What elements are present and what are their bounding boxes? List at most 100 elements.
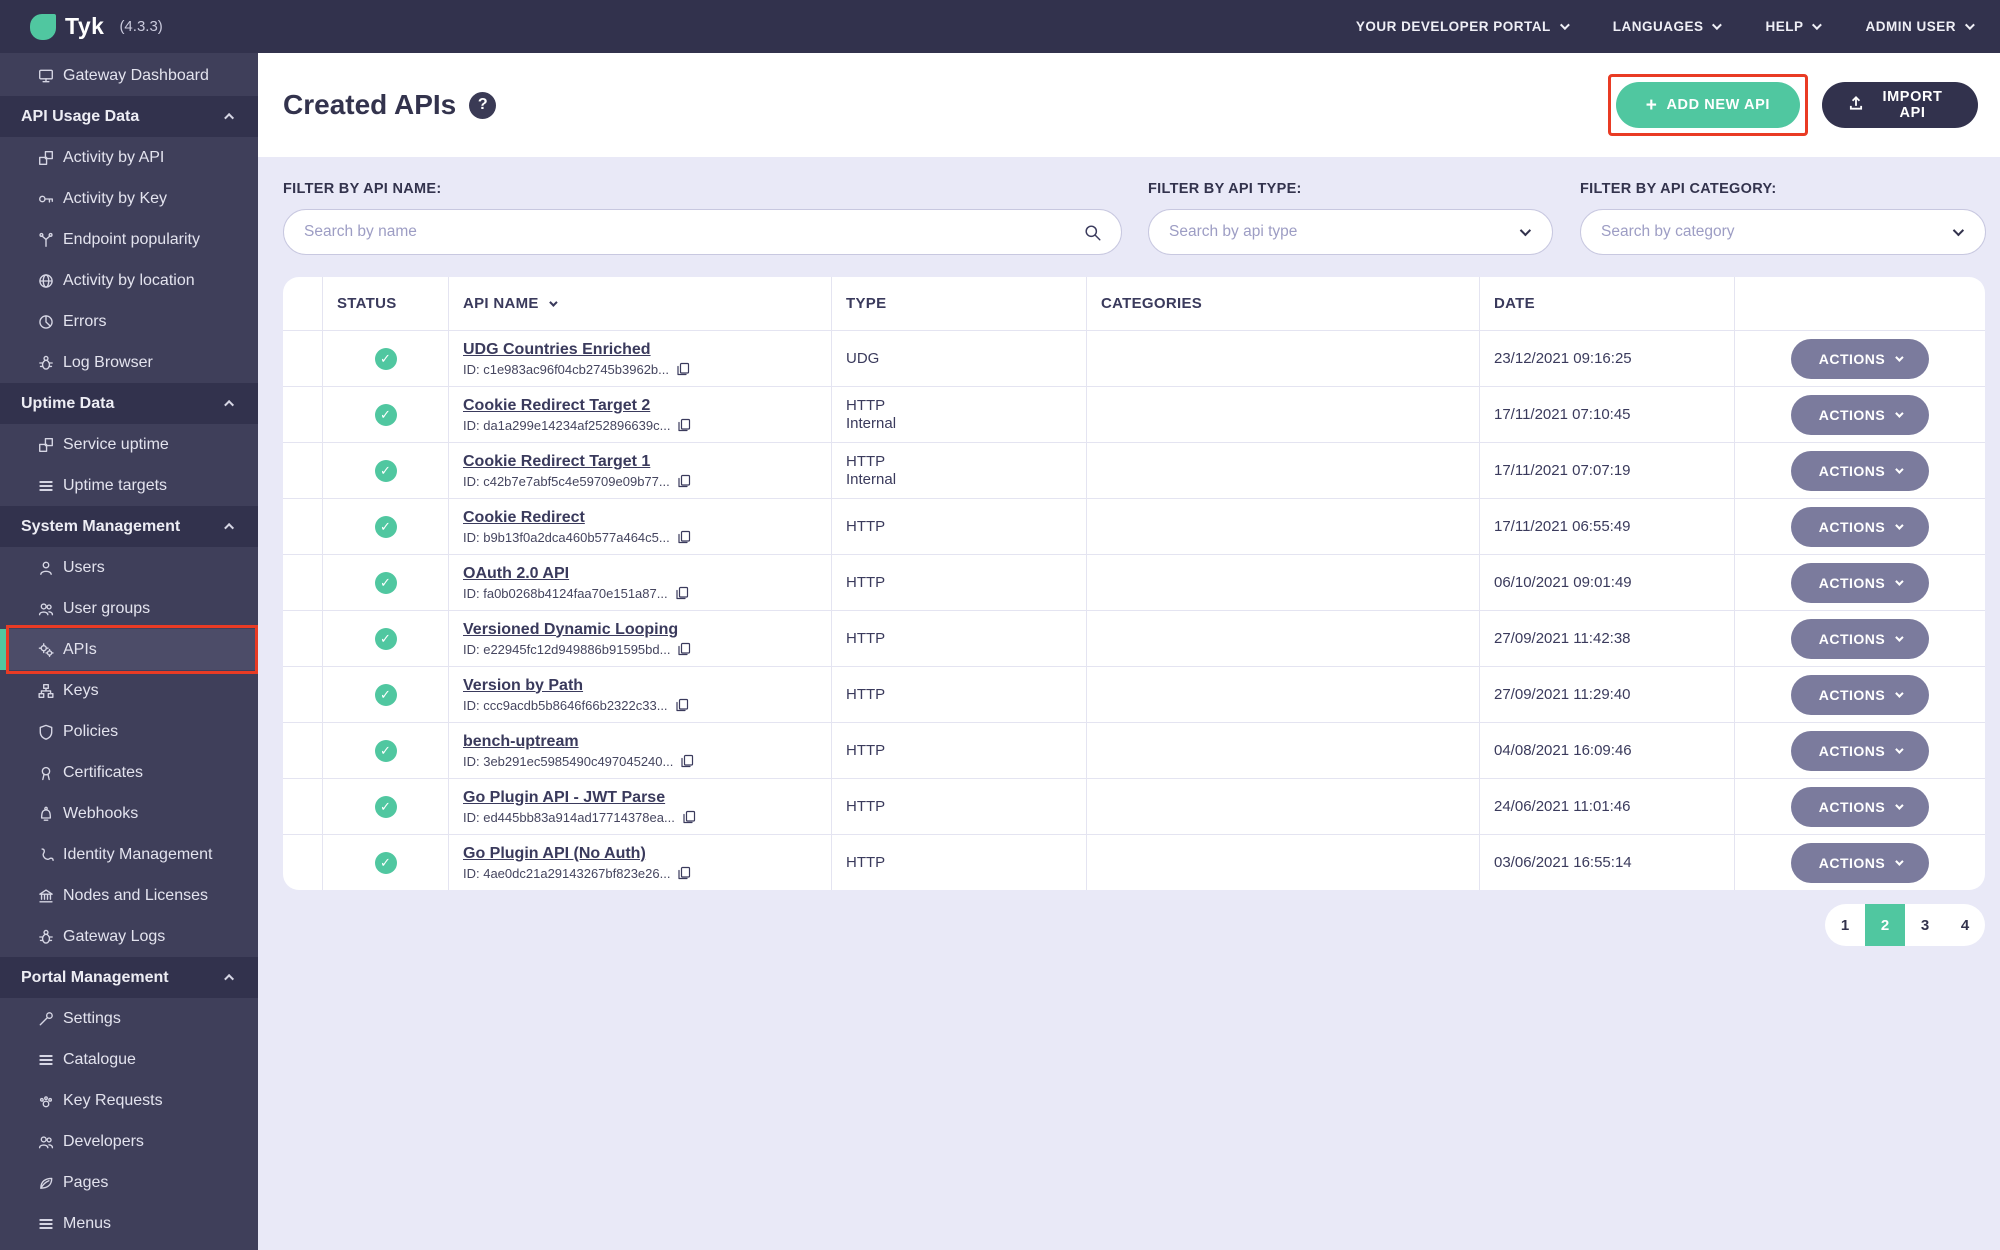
sidebar-item-service-uptime[interactable]: Service uptime (0, 424, 258, 465)
topbar-menu-help[interactable]: HELP (1765, 19, 1823, 34)
cell-type: HTTP (832, 499, 1087, 554)
chevron-down-icon (1952, 224, 1965, 237)
check-circle-icon: ✓ (374, 459, 397, 482)
sidebar-item-policies[interactable]: Policies (0, 711, 258, 752)
api-name-link[interactable]: Versioned Dynamic Looping (463, 620, 679, 638)
sidebar-item-label: Developers (63, 1132, 144, 1150)
actions-button[interactable]: ACTIONS (1791, 562, 1929, 603)
import-api-button[interactable]: IMPORT API (1822, 82, 1978, 128)
sidebar-item-users[interactable]: Users (0, 547, 258, 588)
api-name-link[interactable]: OAuth 2.0 API (463, 564, 570, 582)
copy-icon[interactable] (677, 530, 691, 544)
sidebar-item-pages[interactable]: Pages (0, 1162, 258, 1203)
sidebar-item-activity-by-location[interactable]: Activity by location (0, 260, 258, 301)
sidebar-item-label: Certificates (63, 763, 144, 781)
topbar-menu-languages[interactable]: LANGUAGES (1613, 19, 1723, 34)
page-button-3[interactable]: 3 (1920, 916, 1930, 934)
copy-icon[interactable] (680, 754, 694, 768)
actions-button[interactable]: ACTIONS (1791, 338, 1929, 379)
sidebar-item-label: Key Requests (63, 1091, 163, 1109)
page-button-4[interactable]: 4 (1960, 916, 1970, 934)
cell-actions: ACTIONS (1735, 667, 1985, 722)
sidebar-item-webhooks[interactable]: Webhooks (0, 793, 258, 834)
sidebar-section-api-usage-data[interactable]: API Usage Data (0, 96, 258, 137)
page-button-2[interactable]: 2 (1865, 904, 1905, 946)
sidebar-item-label: Service uptime (63, 435, 169, 453)
sidebar-item-key-requests[interactable]: Key Requests (0, 1080, 258, 1121)
sidebar-section-uptime-data[interactable]: Uptime Data (0, 383, 258, 424)
copy-icon[interactable] (676, 362, 690, 376)
api-name-link[interactable]: Go Plugin API - JWT Parse (463, 788, 666, 806)
api-name-link[interactable]: UDG Countries Enriched (463, 340, 651, 358)
search-input[interactable] (304, 223, 1084, 241)
sidebar-item-nodes-and-licenses[interactable]: Nodes and Licenses (0, 875, 258, 916)
type-value: HTTP (846, 397, 886, 415)
copy-icon[interactable] (677, 418, 691, 432)
sidebar-item-activity-by-api[interactable]: Activity by API (0, 137, 258, 178)
sidebar-item-endpoint-popularity[interactable]: Endpoint popularity (0, 219, 258, 260)
sidebar-section-system-management[interactable]: System Management (0, 506, 258, 547)
sidebar-section-portal-management[interactable]: Portal Management (0, 957, 258, 998)
table-row: ✓ Go Plugin API - JWT Parse ID: ed445bb83a… (283, 778, 1985, 834)
sidebar-item-menus[interactable]: Menus (0, 1203, 258, 1244)
actions-button[interactable]: ACTIONS (1791, 730, 1929, 771)
sidebar-item-settings[interactable]: Settings (0, 998, 258, 1039)
api-name-link[interactable]: Cookie Redirect Target 2 (463, 396, 651, 414)
actions-button[interactable]: ACTIONS (1791, 674, 1929, 715)
topbar-menu-your-developer-portal[interactable]: YOUR DEVELOPER PORTAL (1356, 19, 1570, 34)
sidebar-item-log-browser[interactable]: Log Browser (0, 342, 258, 383)
header-cell-api-name[interactable]: API NAME (449, 277, 832, 330)
sidebar-item-identity-management[interactable]: Identity Management (0, 834, 258, 875)
api-name-link[interactable]: Cookie Redirect (463, 508, 585, 526)
actions-button[interactable]: ACTIONS (1791, 506, 1929, 547)
actions-button[interactable]: ACTIONS (1791, 842, 1929, 883)
filter-search-field[interactable] (283, 209, 1122, 255)
copy-icon[interactable] (677, 866, 691, 880)
table-row: ✓ OAuth 2.0 API ID: fa0b0268b4124faa70e151… (283, 554, 1985, 610)
copy-icon[interactable] (677, 642, 691, 656)
api-name-link[interactable]: Cookie Redirect Target 1 (463, 452, 651, 470)
actions-button[interactable]: ACTIONS (1791, 618, 1929, 659)
sidebar-item-gateway-logs[interactable]: Gateway Logs (0, 916, 258, 957)
chevron-down-icon (1895, 408, 1904, 418)
copy-icon[interactable] (675, 586, 689, 600)
sidebar-item-keys[interactable]: Keys (0, 670, 258, 711)
filter-select-field[interactable]: Search by api type (1148, 209, 1553, 255)
sidebar-item-uptime-targets[interactable]: Uptime targets (0, 465, 258, 506)
chevron-down-icon (1895, 352, 1904, 362)
sidebar-item-developers[interactable]: Developers (0, 1121, 258, 1162)
topbar-menu-admin-user[interactable]: ADMIN USER (1865, 19, 1975, 34)
sidebar-item-label: Users (63, 558, 105, 576)
api-name-link[interactable]: Version by Path (463, 676, 584, 694)
sidebar-item-gateway-dashboard[interactable]: Gateway Dashboard (0, 55, 258, 96)
cell-type: HTTP (832, 779, 1087, 834)
actions-button[interactable]: ACTIONS (1791, 786, 1929, 827)
sidebar-item-apis[interactable]: APIs (0, 625, 258, 674)
page-button-1[interactable]: 1 (1840, 916, 1850, 934)
sidebar-item-label: Webhooks (63, 804, 139, 822)
sidebar-item-certificates[interactable]: Certificates (0, 752, 258, 793)
cell-categories (1087, 499, 1480, 554)
sidebar-item-label: Policies (63, 722, 119, 740)
sidebar-item-errors[interactable]: Errors (0, 301, 258, 342)
actions-button[interactable]: ACTIONS (1791, 450, 1929, 491)
cell-api-name: UDG Countries Enriched ID: c1e983ac96f04c… (449, 331, 832, 386)
add-new-api-button[interactable]: + ADD NEW API (1615, 82, 1800, 128)
copy-icon[interactable] (675, 698, 689, 712)
copy-icon[interactable] (677, 474, 691, 488)
help-icon[interactable]: ? (469, 91, 497, 119)
api-name-link[interactable]: Go Plugin API (No Auth) (463, 844, 646, 862)
copy-icon[interactable] (682, 810, 696, 824)
tyk-logo[interactable]: Tyk (4.3.3) (0, 13, 163, 40)
api-id: ID: fa0b0268b4124faa70e151a87... (463, 586, 689, 601)
actions-button[interactable]: ACTIONS (1791, 394, 1929, 435)
api-name-link[interactable]: bench-uptream (463, 732, 579, 750)
filter-select-field[interactable]: Search by category (1580, 209, 1986, 255)
column-header-text: CATEGORIES (1101, 295, 1203, 312)
cell-date: 17/11/2021 06:55:49 (1480, 499, 1735, 554)
sidebar-item-user-groups[interactable]: User groups (0, 588, 258, 629)
main-content: Created APIs ? + ADD NEW API IMPORT API … (258, 53, 2000, 1250)
sidebar-item-catalogue[interactable]: Catalogue (0, 1039, 258, 1080)
sidebar-item-activity-by-key[interactable]: Activity by Key (0, 178, 258, 219)
api-id-text: ID: fa0b0268b4124faa70e151a87... (463, 585, 668, 601)
